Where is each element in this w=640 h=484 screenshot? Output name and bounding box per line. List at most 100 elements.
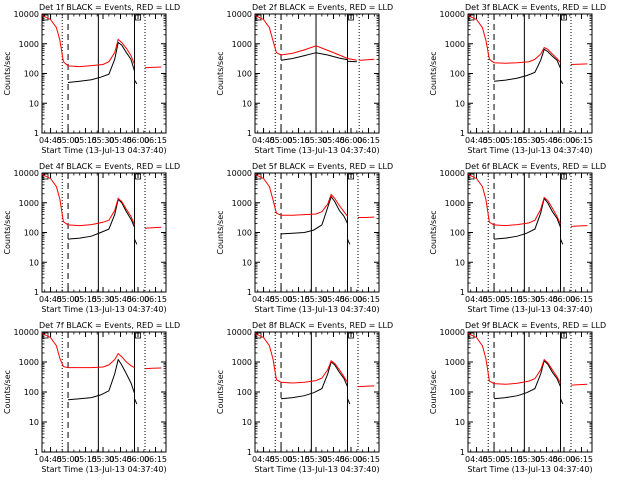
y-tick-label: 10000 (14, 328, 39, 337)
lld-series-line (145, 67, 161, 68)
y-tick-label: 100 (237, 229, 252, 238)
y-axis-label: Counts/sec (429, 51, 438, 95)
lld-series-line (468, 15, 561, 63)
x-tick-label: 06:15 (570, 295, 593, 304)
y-tick-label: 1000 (232, 358, 252, 367)
y-axis-label: Counts/sec (216, 370, 225, 414)
y-axis-label: Counts/sec (429, 370, 438, 414)
y-axis-label: Counts/sec (216, 210, 225, 254)
y-tick-label: 100 (24, 70, 39, 79)
y-tick-label: 10 (242, 99, 252, 108)
y-axis-label: Counts/sec (429, 210, 438, 254)
y-tick-label: 100 (450, 388, 465, 397)
lld-series-line (358, 386, 374, 387)
y-tick-label: 10 (455, 418, 465, 427)
plot-frame (42, 332, 166, 452)
x-tick-label: 06:15 (144, 136, 167, 145)
plot-frame (468, 14, 592, 133)
detector-panel: Det 6f BLACK = Events, RED = LLD Counts/s… (429, 162, 606, 314)
plot-frame (255, 173, 379, 292)
x-tick-label: 06:15 (144, 455, 167, 464)
lld-series-line (359, 59, 374, 60)
y-tick-label: 10 (242, 418, 252, 427)
y-tick-label: 10000 (227, 10, 252, 19)
x-axis-label: Start Time (13-Jul-13 04:37:40) (254, 146, 379, 155)
x-axis-label: Start Time (13-Jul-13 04:37:40) (467, 465, 592, 474)
plot-frame (42, 14, 166, 133)
lld-series-line (255, 15, 357, 60)
panel-title: Det 7f BLACK = Events, RED = LLD (39, 321, 180, 330)
y-tick-label: 1000 (232, 40, 252, 49)
y-tick-label: 100 (237, 70, 252, 79)
y-tick-label: 10000 (14, 10, 39, 19)
y-tick-label: 10 (242, 258, 252, 267)
panel-title: Det 5f BLACK = Events, RED = LLD (252, 162, 393, 171)
lld-series-line (42, 15, 135, 66)
lld-series-line (42, 174, 135, 225)
x-axis-label: Start Time (13-Jul-13 04:37:40) (41, 465, 166, 474)
x-tick-label: 06:15 (144, 295, 167, 304)
y-tick-label: 10000 (227, 169, 252, 178)
panel-title: Det 8f BLACK = Events, RED = LLD (252, 321, 393, 330)
events-series-line (494, 49, 561, 81)
plot-frame (468, 332, 592, 452)
events-series-line (348, 61, 357, 62)
x-axis-label: Start Time (13-Jul-13 04:37:40) (467, 305, 592, 314)
panel-title: Det 2f BLACK = Events, RED = LLD (252, 3, 393, 12)
y-tick-label: 1000 (19, 40, 39, 49)
plot-frame (255, 14, 379, 133)
y-tick-label: 10000 (440, 169, 465, 178)
detector-panel: Det 8f BLACK = Events, RED = LLD Counts/s… (216, 321, 393, 474)
y-axis-label: Counts/sec (3, 210, 12, 254)
detector-panel: Det 2f BLACK = Events, RED = LLD Counts/s… (216, 3, 393, 155)
y-tick-label: 10000 (440, 10, 465, 19)
y-tick-label: 1000 (232, 199, 252, 208)
x-tick-label: 06:15 (570, 455, 593, 464)
detector-panel: Det 3f BLACK = Events, RED = LLD Counts/s… (429, 3, 606, 155)
detector-panel: Det 5f BLACK = Events, RED = LLD Counts/s… (216, 162, 393, 314)
x-axis-label: Start Time (13-Jul-13 04:37:40) (254, 305, 379, 314)
y-tick-label: 100 (24, 229, 39, 238)
y-tick-label: 1000 (445, 40, 465, 49)
x-axis-label: Start Time (13-Jul-13 04:37:40) (41, 146, 166, 155)
x-axis-label: Start Time (13-Jul-13 04:37:40) (254, 465, 379, 474)
lld-series-line (571, 64, 587, 65)
detector-panel: Det 4f BLACK = Events, RED = LLD Counts/s… (3, 162, 180, 314)
plot-frame (255, 332, 379, 452)
y-tick-label: 1000 (19, 199, 39, 208)
x-axis-label: Start Time (13-Jul-13 04:37:40) (467, 146, 592, 155)
panel-title: Det 6f BLACK = Events, RED = LLD (465, 162, 606, 171)
y-tick-label: 100 (237, 388, 252, 397)
y-tick-label: 100 (450, 229, 465, 238)
plot-frame (42, 173, 166, 292)
lld-series-line (145, 368, 161, 369)
y-tick-label: 100 (450, 70, 465, 79)
detector-panel: Det 1f BLACK = Events, RED = LLDCounts/s… (3, 3, 180, 155)
lld-series-line (468, 174, 561, 225)
detector-panel: Det 7f BLACK = Events, RED = LLDCounts/s… (3, 321, 180, 474)
y-tick-label: 10 (29, 258, 39, 267)
y-tick-label: 1000 (19, 358, 39, 367)
lld-series-line (571, 384, 587, 385)
y-tick-label: 1000 (445, 199, 465, 208)
x-tick-label: 06:15 (357, 455, 380, 464)
y-tick-label: 10000 (227, 328, 252, 337)
events-series-line (68, 43, 135, 83)
y-tick-label: 10 (455, 258, 465, 267)
lld-series-line (571, 226, 587, 227)
x-tick-label: 06:15 (570, 136, 593, 145)
events-series-line (68, 360, 135, 400)
y-tick-label: 10 (29, 418, 39, 427)
y-axis-label: Counts/sec (216, 51, 225, 95)
x-tick-label: 06:15 (357, 295, 380, 304)
lld-series-line (255, 333, 348, 383)
detector-panel: Det 9f BLACK = Events, RED = LLD Counts/s… (429, 321, 606, 474)
y-tick-label: 100 (24, 388, 39, 397)
panel-title: Det 4f BLACK = Events, RED = LLD (39, 162, 180, 171)
y-tick-label: 10000 (440, 328, 465, 337)
panel-title: Det 1f BLACK = Events, RED = LLD (39, 3, 180, 12)
panel-title: Det 9f BLACK = Events, RED = LLD (465, 321, 606, 330)
y-tick-label: 10 (455, 99, 465, 108)
panel-title: Det 3f BLACK = Events, RED = LLD (465, 3, 606, 12)
